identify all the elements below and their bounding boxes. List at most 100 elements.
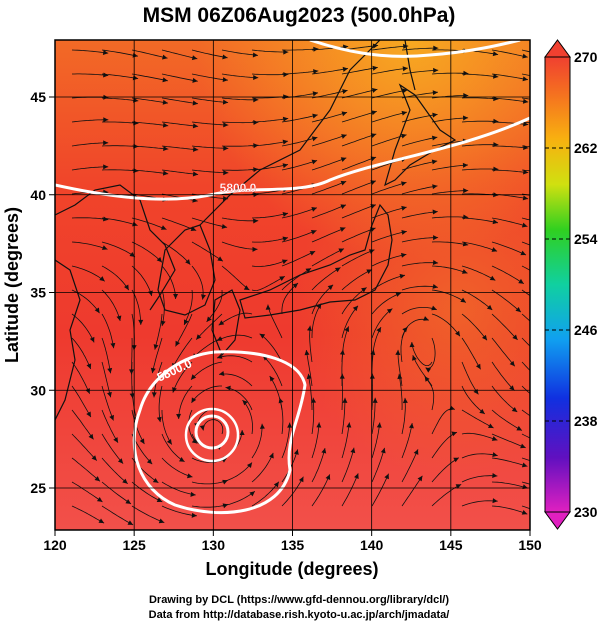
stream-arrow bbox=[158, 518, 165, 524]
stream-arrow bbox=[425, 367, 432, 373]
streamline bbox=[491, 241, 527, 256]
streamline bbox=[461, 385, 486, 415]
streamline bbox=[341, 111, 377, 123]
stream-arrow bbox=[321, 448, 327, 454]
x-tick-label: 125 bbox=[122, 537, 146, 553]
stream-arrow bbox=[402, 66, 408, 72]
stream-arrow bbox=[269, 452, 274, 459]
streamline bbox=[178, 385, 193, 420]
stream-arrow bbox=[341, 134, 347, 139]
stream-arrow bbox=[311, 397, 317, 403]
stream-arrow bbox=[162, 77, 168, 83]
streamline bbox=[491, 217, 528, 227]
streamline bbox=[521, 313, 530, 322]
stream-arrow bbox=[492, 498, 498, 504]
streamline bbox=[251, 259, 288, 267]
streamline bbox=[158, 385, 163, 423]
streamline bbox=[161, 265, 176, 300]
stream-arrow bbox=[313, 69, 319, 75]
streamline bbox=[161, 145, 199, 151]
streamline bbox=[521, 241, 530, 246]
streamline bbox=[71, 217, 109, 221]
streamline bbox=[371, 182, 407, 195]
stream-arrow bbox=[206, 316, 212, 322]
stream-arrow bbox=[269, 376, 275, 382]
streamline bbox=[251, 481, 280, 507]
stream-arrow bbox=[344, 326, 350, 332]
stream-arrow bbox=[432, 209, 438, 215]
streamline bbox=[461, 241, 498, 252]
stream-arrow bbox=[512, 334, 518, 340]
stream-arrow bbox=[172, 387, 177, 393]
streamline bbox=[281, 114, 318, 123]
streamline bbox=[461, 168, 499, 171]
stream-arrow bbox=[408, 423, 414, 429]
stream-arrow bbox=[192, 146, 199, 152]
streamline bbox=[521, 73, 530, 76]
x-axis-label: Longitude (degrees) bbox=[205, 559, 378, 579]
stream-arrow bbox=[462, 162, 468, 168]
streamline bbox=[309, 325, 313, 363]
streamline bbox=[521, 433, 530, 439]
streamline bbox=[251, 212, 289, 219]
streamline bbox=[195, 313, 223, 340]
streamline bbox=[251, 452, 274, 483]
streamline bbox=[461, 144, 499, 147]
streamline bbox=[161, 121, 199, 127]
streamline bbox=[521, 361, 530, 372]
stream-arrow bbox=[117, 458, 124, 464]
contour-line bbox=[132, 350, 307, 515]
streamline bbox=[71, 119, 109, 123]
stream-arrow bbox=[103, 117, 109, 123]
streamline bbox=[281, 449, 299, 483]
streamline bbox=[491, 337, 516, 367]
streamline bbox=[131, 409, 145, 445]
stream-arrow bbox=[462, 241, 469, 247]
streamline bbox=[221, 49, 259, 56]
streamline bbox=[71, 166, 109, 171]
stream-arrow bbox=[432, 90, 438, 96]
streamline bbox=[401, 237, 439, 243]
stream-arrow bbox=[313, 46, 319, 52]
streamline bbox=[218, 373, 253, 387]
stream-arrow bbox=[129, 393, 135, 399]
stream-arrow bbox=[413, 449, 419, 455]
stream-arrow bbox=[191, 374, 197, 380]
streamline bbox=[102, 121, 139, 124]
streamline bbox=[251, 237, 289, 243]
stream-arrow bbox=[196, 334, 202, 340]
streamline bbox=[492, 145, 529, 149]
streamline bbox=[311, 134, 347, 147]
stream-arrow bbox=[153, 344, 159, 350]
streamline bbox=[431, 289, 467, 303]
stream-arrow bbox=[402, 327, 408, 333]
streamline bbox=[431, 484, 462, 507]
contour-label: 5800.0 bbox=[220, 181, 257, 195]
stream-arrow bbox=[306, 325, 312, 332]
streamline bbox=[101, 217, 138, 226]
streamline bbox=[259, 333, 283, 363]
streamline bbox=[161, 169, 199, 175]
streamline bbox=[191, 49, 228, 59]
streamline bbox=[101, 49, 138, 57]
stream-arrow bbox=[122, 478, 128, 484]
title: MSM 06Z06Aug2023 (500.0hPa) bbox=[143, 4, 456, 27]
streamline bbox=[311, 248, 345, 267]
streamline bbox=[281, 207, 318, 219]
stream-arrow bbox=[361, 287, 367, 293]
stream-arrow bbox=[352, 305, 358, 312]
stream-arrow bbox=[340, 204, 346, 210]
streamline bbox=[131, 217, 167, 230]
streamline bbox=[131, 49, 168, 59]
streamline bbox=[101, 289, 121, 322]
streamline bbox=[431, 164, 469, 171]
stream-arrow bbox=[433, 235, 439, 241]
stream-arrow bbox=[292, 283, 298, 289]
streamline bbox=[461, 120, 499, 123]
stream-arrow bbox=[492, 473, 498, 479]
stream-arrow bbox=[479, 408, 485, 414]
stream-arrow bbox=[523, 121, 529, 127]
streamline bbox=[401, 211, 438, 219]
streamline bbox=[71, 409, 94, 440]
stream-arrow bbox=[282, 163, 288, 169]
